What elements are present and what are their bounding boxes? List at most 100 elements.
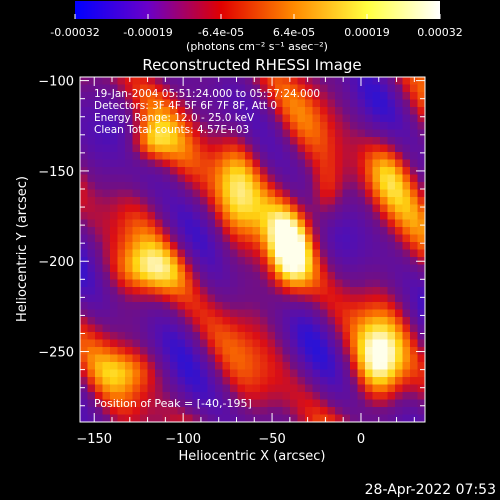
heatmap-cell [230, 309, 239, 318]
heatmap-cell [327, 294, 336, 303]
heatmap-cell [252, 77, 261, 86]
heatmap-cell [380, 114, 389, 123]
heatmap-cell [177, 317, 186, 326]
heatmap-cell [297, 219, 306, 228]
heatmap-cell [305, 144, 314, 153]
heatmap-cell [245, 399, 254, 408]
heatmap-cell [380, 339, 389, 348]
heatmap-cell [275, 174, 284, 183]
heatmap-cell [275, 264, 284, 273]
heatmap-cell [185, 332, 194, 341]
heatmap-cell [162, 287, 171, 296]
heatmap-cell [207, 264, 216, 273]
heatmap-cell [335, 204, 344, 213]
heatmap-cell [410, 272, 419, 281]
heatmap-cell [110, 324, 119, 333]
heatmap-cell [125, 189, 134, 198]
heatmap-cell [95, 332, 104, 341]
heatmap-cell [80, 377, 89, 386]
heatmap-cell [372, 174, 381, 183]
heatmap-cell [177, 107, 186, 116]
heatmap-cell [395, 212, 404, 221]
heatmap-cell [147, 174, 156, 183]
heatmap-cell [155, 339, 164, 348]
heatmap-cell [230, 264, 239, 273]
y-tick-label: −200 [38, 255, 74, 270]
heatmap-cell [177, 399, 186, 408]
heatmap-cell [395, 92, 404, 101]
heatmap-cell [357, 362, 366, 371]
heatmap-cell [282, 212, 291, 221]
heatmap-cell [80, 84, 89, 93]
heatmap-cell [245, 414, 254, 422]
heatmap-cell [155, 212, 164, 221]
heatmap-cell [185, 197, 194, 206]
heatmap-cell [335, 317, 344, 326]
heatmap-cell [177, 384, 186, 393]
heatmap-cell [320, 227, 329, 236]
heatmap-cell [222, 159, 231, 168]
heatmap-cell [395, 399, 404, 408]
heatmap-cell [237, 257, 246, 266]
heatmap-cell [312, 114, 321, 123]
heatmap-cell [177, 309, 186, 318]
heatmap-cell [252, 362, 261, 371]
heatmap-cell [290, 384, 299, 393]
heatmap-cell [125, 144, 134, 153]
heatmap-cell [110, 249, 119, 258]
heatmap-cell [267, 302, 276, 311]
heatmap-cell [200, 294, 209, 303]
heatmap-cell [312, 242, 321, 251]
heatmap-cell [80, 279, 89, 288]
heatmap-cell [185, 129, 194, 138]
heatmap-cell [177, 159, 186, 168]
heatmap-cell [102, 107, 111, 116]
heatmap-cell [282, 77, 291, 86]
heatmap-cell [365, 249, 374, 258]
heatmap-cell [342, 212, 351, 221]
heatmap-cell [365, 362, 374, 371]
heatmap-cell [357, 137, 366, 146]
heatmap-cell [365, 414, 374, 422]
heatmap-cell [140, 152, 149, 161]
heatmap-cell [365, 377, 374, 386]
heatmap-cell [237, 227, 246, 236]
heatmap-cell [117, 369, 126, 378]
heatmap-cell [87, 144, 96, 153]
heatmap-cell [395, 347, 404, 356]
heatmap-cell [162, 137, 171, 146]
heatmap-cell [110, 407, 119, 416]
heatmap-cell [80, 99, 89, 108]
heatmap-cell [417, 399, 425, 408]
heatmap-cell [342, 279, 351, 288]
heatmap-cell [162, 144, 171, 153]
heatmap-cell [132, 257, 141, 266]
heatmap-cell [237, 249, 246, 258]
heatmap-cell [267, 92, 276, 101]
heatmap-cell [305, 219, 314, 228]
heatmap-cell [267, 212, 276, 221]
heatmap-cell [162, 332, 171, 341]
heatmap-cell [357, 152, 366, 161]
heatmap-cell [417, 287, 425, 296]
heatmap-cell [267, 84, 276, 93]
heatmap-cell [230, 77, 239, 86]
heatmap-cell [372, 407, 381, 416]
heatmap-cell [297, 347, 306, 356]
heatmap-cell [110, 227, 119, 236]
heatmap-cell [305, 317, 314, 326]
heatmap-cell [102, 144, 111, 153]
colorbar-tick-label: -0.00019 [123, 26, 172, 39]
heatmap-cell [125, 332, 134, 341]
heatmap-cell [260, 377, 269, 386]
heatmap-cell [207, 129, 216, 138]
heatmap-cell [140, 219, 149, 228]
heatmap-cell [110, 264, 119, 273]
heatmap-cell [215, 264, 224, 273]
heatmap-cell [275, 137, 284, 146]
heatmap-cell [95, 384, 104, 393]
heatmap-cell [297, 302, 306, 311]
heatmap-cell [155, 384, 164, 393]
heatmap-cell [387, 399, 396, 408]
heatmap-cell [312, 122, 321, 131]
